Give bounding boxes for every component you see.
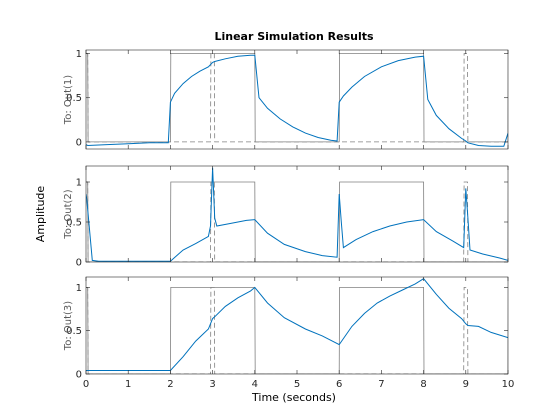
response-line xyxy=(86,167,508,262)
plot-lines xyxy=(86,167,508,262)
y-tick-label: 1 xyxy=(76,49,82,60)
y-tick-label: 0.5 xyxy=(66,218,82,229)
x-tick-label: 7 xyxy=(378,379,384,390)
y-axis-label: Amplitude xyxy=(34,186,47,243)
x-tick-label: 0 xyxy=(83,379,89,390)
x-tick-label: 8 xyxy=(420,379,426,390)
y-tick-label: 0 xyxy=(76,258,82,269)
x-tick-label: 10 xyxy=(502,379,515,390)
y-tick-label: 0 xyxy=(76,137,82,148)
subplot-output-label: To: Out(1) xyxy=(63,75,74,125)
chart-title: Linear Simulation Results xyxy=(214,30,374,43)
y-tick-label: 1 xyxy=(76,283,82,294)
plot-area xyxy=(86,166,508,262)
input-signal-dashed xyxy=(86,181,508,262)
x-tick-label: 6 xyxy=(336,379,342,390)
input-signal-dashed xyxy=(86,53,508,143)
plot-area xyxy=(86,277,508,374)
y-tick-label: 0 xyxy=(76,370,82,381)
response-line xyxy=(86,54,508,147)
x-tick-label: 2 xyxy=(167,379,173,390)
x-tick-label: 1 xyxy=(125,379,131,390)
input-signal-dashed xyxy=(86,286,508,374)
x-tick-label: 4 xyxy=(252,379,258,390)
x-tick-label: 9 xyxy=(463,379,469,390)
y-tick-label: 0.5 xyxy=(66,93,82,104)
x-tick-label: 3 xyxy=(209,379,215,390)
x-tick-label: 5 xyxy=(294,379,300,390)
plot-lines xyxy=(86,278,508,374)
response-line xyxy=(86,278,508,371)
x-axis-label: Time (seconds) xyxy=(251,391,336,404)
subplot-output-label: To: Out(2) xyxy=(63,189,74,239)
plot-area xyxy=(86,50,508,149)
y-tick-label: 1 xyxy=(76,178,82,189)
subplot-2: 0 0.5 1To: Out(2) xyxy=(63,165,509,269)
y-tick-label: 0.5 xyxy=(66,326,82,337)
subplot-output-label: To: Out(3) xyxy=(63,301,74,351)
subplot-1: 0 0.5 1 To: Out(1) xyxy=(63,49,509,150)
